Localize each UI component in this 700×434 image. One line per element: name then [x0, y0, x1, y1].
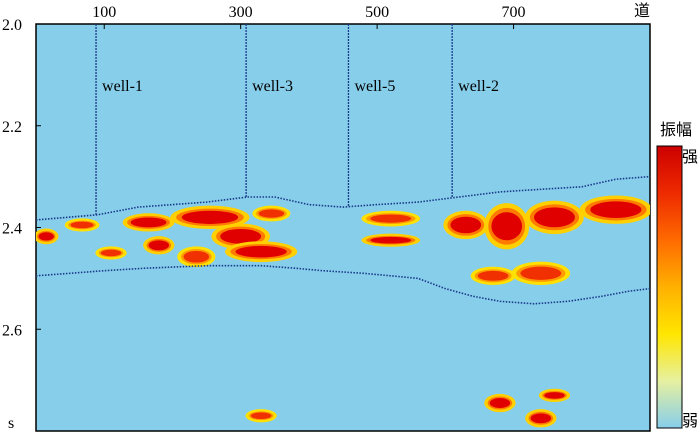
amplitude-anomaly	[177, 246, 216, 268]
y-axis-ticks: 2.0 2.2 2.4 2.6	[2, 17, 41, 339]
x-tick-label: 500	[365, 4, 389, 21]
horizon-top	[36, 175, 650, 221]
amplitude-anomaly	[225, 241, 298, 263]
well-label-well-1: well-1	[102, 78, 143, 95]
x-tick-label: 100	[92, 4, 116, 21]
well-label-well-2: well-2	[458, 78, 499, 95]
amplitude-anomaly	[36, 228, 59, 245]
x-tick-label: 700	[502, 4, 526, 21]
colorbar-gradient	[656, 145, 683, 429]
colorbar-low-label: 弱	[682, 411, 698, 430]
y-tick-label: 2.6	[2, 322, 22, 339]
amplitude-anomaly	[122, 213, 175, 232]
amplitude-anomaly	[511, 261, 571, 285]
amplitude-anomaly	[525, 200, 584, 235]
amplitude-anomaly	[170, 205, 250, 229]
amplitude-anomaly	[484, 203, 530, 250]
horizon-lines	[36, 175, 650, 305]
y-tick-label: 2.0	[2, 17, 22, 34]
amplitude-anomaly	[361, 233, 421, 247]
well-label-well-5: well-5	[354, 78, 395, 95]
amplitude-anomaly	[443, 210, 489, 240]
y-unit-label: s	[8, 415, 14, 432]
x-tick-label: 300	[229, 4, 253, 21]
amplitude-anomaly	[361, 210, 421, 227]
amplitude-anomaly	[95, 246, 127, 260]
x-axis-ticks: 100 300 500 700	[92, 4, 526, 29]
y-tick-label: 2.4	[2, 221, 22, 238]
well-lines: well-1 well-3 well-5 well-2	[95, 24, 499, 215]
well-label-well-3: well-3	[252, 78, 293, 95]
horizon-bottom	[36, 264, 650, 305]
amplitude-anomaly	[143, 236, 175, 255]
amplitude-anomaly	[579, 195, 650, 224]
amplitude-anomaly	[64, 218, 100, 232]
amplitude-anomaly	[470, 266, 516, 285]
amplitude-anomaly	[525, 409, 557, 428]
colorbar-high-label: 强	[682, 147, 698, 166]
amplitude-anomaly	[252, 205, 291, 222]
colorbar-title: 振幅	[660, 120, 692, 139]
amplitude-anomaly	[484, 393, 516, 413]
x-unit-label: 道	[634, 2, 650, 20]
amplitude-anomaly	[538, 388, 571, 402]
colorbar: 振幅 强 弱	[656, 120, 698, 430]
y-tick-label: 2.2	[2, 119, 22, 136]
amplitude-anomaly	[245, 409, 277, 423]
amplitude-anomalies	[36, 195, 650, 428]
